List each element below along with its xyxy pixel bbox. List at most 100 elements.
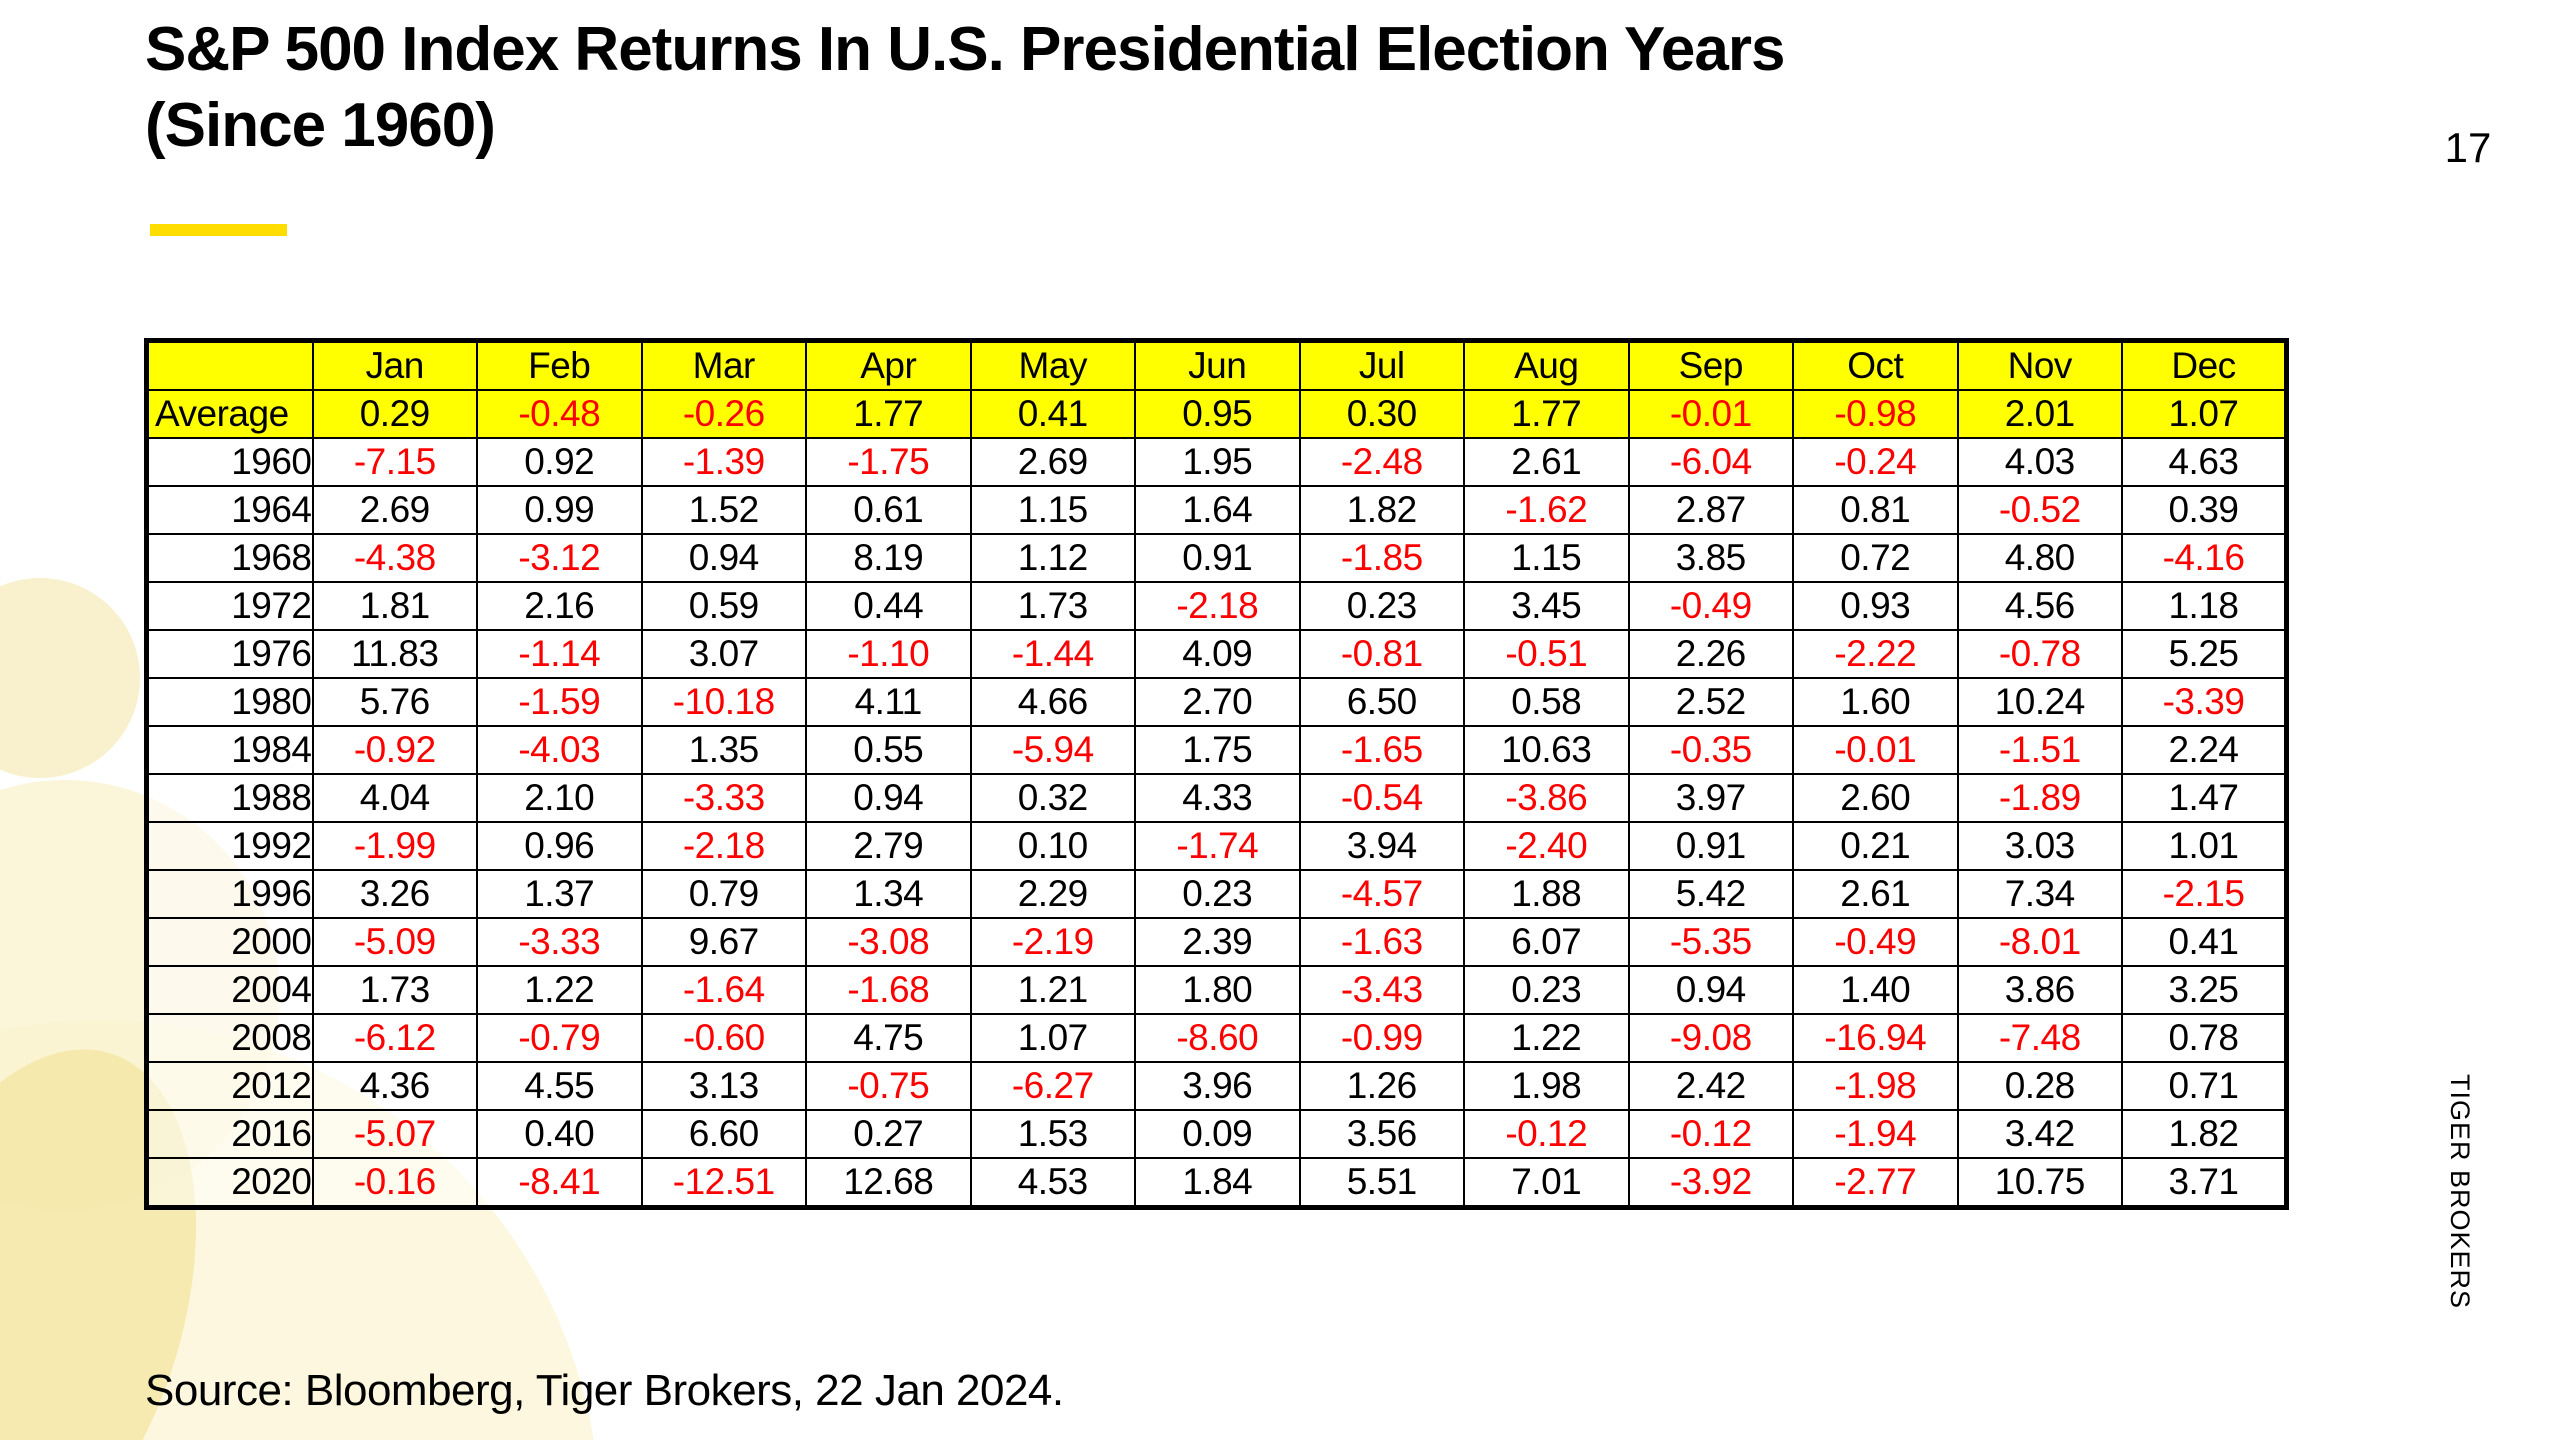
decorative-circle [0,578,140,778]
value-cell: -1.59 [476,677,643,727]
value-cell: 1.88 [1463,869,1630,919]
year-cell: 2012 [145,1061,314,1111]
table-row: 1988 4.04 2.10 -3.33 0.94 0.32 4.33 -0.54 -3.86 3… [145,773,2288,823]
value-cell: 2.10 [476,773,643,823]
month-header: Nov [1956,339,2123,391]
year-cell: 2020 [145,1157,314,1209]
year-cell: 2008 [145,1013,314,1063]
value-cell: -5.35 [1627,917,1794,967]
value-cell: 3.56 [1298,1109,1465,1159]
year-cell: 1976 [145,629,314,679]
value-cell: 2.79 [805,821,972,871]
value-cell: 5.76 [311,677,478,727]
source-note: Source: Bloomberg, Tiger Brokers, 22 Jan… [145,1366,1064,1415]
value-cell: 4.03 [1956,437,2123,487]
month-header: Aug [1463,339,1630,391]
average-value: -0.01 [1627,389,1794,439]
value-cell: 6.60 [640,1109,807,1159]
value-cell: 4.11 [805,677,972,727]
value-cell: -1.14 [476,629,643,679]
value-cell: 2.24 [2121,725,2288,775]
value-cell: 7.01 [1463,1157,1630,1209]
value-cell: 0.93 [1792,581,1959,631]
value-cell: 2.69 [969,437,1136,487]
page-title-line1: S&P 500 Index Returns In U.S. Presidenti… [145,15,1786,84]
value-cell: 1.15 [969,485,1136,535]
value-cell: -0.01 [1792,725,1959,775]
value-cell: 0.27 [805,1109,972,1159]
value-cell: 2.39 [1134,917,1301,967]
value-cell: -1.98 [1792,1061,1959,1111]
value-cell: 0.91 [1134,533,1301,583]
value-cell: 5.42 [1627,869,1794,919]
value-cell: 0.71 [2121,1061,2288,1111]
average-row: Average 0.29 -0.48 -0.26 1.77 0.41 0.95 0.30 1.7… [145,389,2288,439]
month-header-row: Jan Feb Mar Apr May Jun Jul Aug Sep Oct Nov Dec [145,339,2288,391]
year-cell: 1996 [145,869,314,919]
month-header: Dec [2121,339,2288,391]
value-cell: -7.48 [1956,1013,2123,1063]
value-cell: 0.41 [2121,917,2288,967]
value-cell: -3.12 [476,533,643,583]
value-cell: 3.71 [2121,1157,2288,1209]
value-cell: -3.39 [2121,677,2288,727]
value-cell: -2.40 [1463,821,1630,871]
value-cell: -4.16 [2121,533,2288,583]
value-cell: -8.60 [1134,1013,1301,1063]
value-cell: -1.63 [1298,917,1465,967]
year-cell: 1988 [145,773,314,823]
value-cell: -1.51 [1956,725,2123,775]
value-cell: 1.07 [969,1013,1136,1063]
month-header: Sep [1627,339,1794,391]
value-cell: 1.15 [1463,533,1630,583]
table-row: 1968 -4.38 -3.12 0.94 8.19 1.12 0.91 -1.85 1.15 3… [145,533,2288,583]
value-cell: 1.47 [2121,773,2288,823]
value-cell: 1.64 [1134,485,1301,535]
average-value: 0.95 [1134,389,1301,439]
value-cell: 4.75 [805,1013,972,1063]
value-cell: -0.49 [1792,917,1959,967]
value-cell: -0.16 [311,1157,478,1209]
month-header: Mar [640,339,807,391]
average-value: 0.30 [1298,389,1465,439]
value-cell: 0.09 [1134,1109,1301,1159]
value-cell: 0.39 [2121,485,2288,535]
value-cell: -1.62 [1463,485,1630,535]
value-cell: -3.92 [1627,1157,1794,1209]
table-row: 2012 4.36 4.55 3.13 -0.75 -6.27 3.96 1.26 1.98 2.… [145,1061,2288,1111]
value-cell: 4.36 [311,1061,478,1111]
value-cell: 3.94 [1298,821,1465,871]
value-cell: 10.63 [1463,725,1630,775]
value-cell: -5.94 [969,725,1136,775]
value-cell: 2.42 [1627,1061,1794,1111]
value-cell: -0.54 [1298,773,1465,823]
value-cell: 1.01 [2121,821,2288,871]
value-cell: -0.75 [805,1061,972,1111]
table-row: 2000 -5.09 -3.33 9.67 -3.08 -2.19 2.39 -1.63 6.0… [145,917,2288,967]
page-title-line2: (Since 1960) [145,90,496,160]
value-cell: -1.65 [1298,725,1465,775]
value-cell: 0.23 [1298,581,1465,631]
value-cell: 1.75 [1134,725,1301,775]
value-cell: 6.50 [1298,677,1465,727]
value-cell: -1.74 [1134,821,1301,871]
value-cell: 4.55 [476,1061,643,1111]
value-cell: -0.12 [1627,1109,1794,1159]
value-cell: -0.35 [1627,725,1794,775]
value-cell: -10.18 [640,677,807,727]
value-cell: -3.08 [805,917,972,967]
table-row: 1984 -0.92 -4.03 1.35 0.55 -5.94 1.75 -1.65 10.6… [145,725,2288,775]
value-cell: -0.81 [1298,629,1465,679]
value-cell: -8.01 [1956,917,2123,967]
value-cell: 1.53 [969,1109,1136,1159]
value-cell: 1.84 [1134,1157,1301,1209]
value-cell: -7.15 [311,437,478,487]
value-cell: 1.18 [2121,581,2288,631]
value-cell: 1.52 [640,485,807,535]
month-header: May [969,339,1136,391]
year-cell: 1960 [145,437,314,487]
average-value: 2.01 [1956,389,2123,439]
year-cell: 2004 [145,965,314,1015]
value-cell: -0.49 [1627,581,1794,631]
value-cell: -8.41 [476,1157,643,1209]
